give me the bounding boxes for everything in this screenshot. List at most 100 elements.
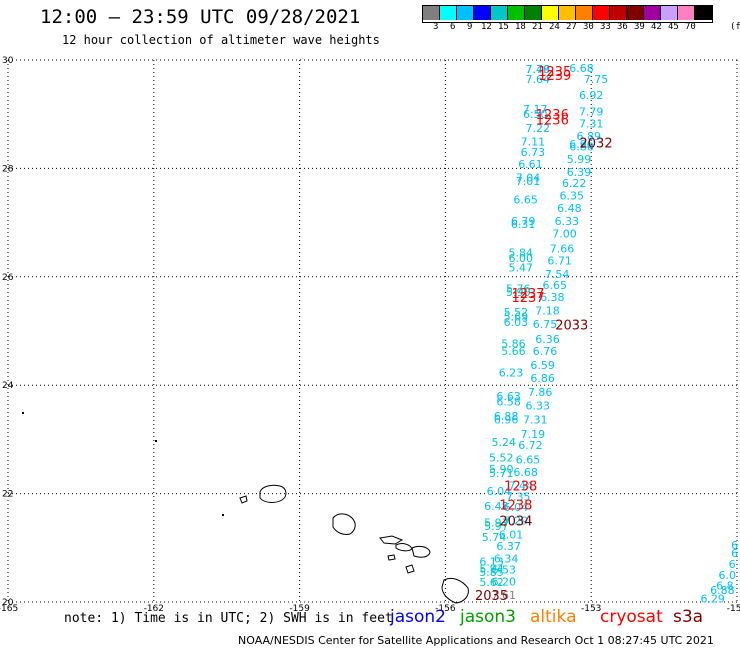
wave-height-value: 6.92 <box>579 89 604 102</box>
lat-tick-label: 26 <box>2 273 14 283</box>
wave-height-value: 6.73 <box>521 146 546 159</box>
island-outline <box>332 513 356 535</box>
wave-height-value: 6.86 <box>569 141 594 154</box>
wave-height-value: 6.48 <box>557 202 582 215</box>
wave-height-value: 6.23 <box>499 367 524 380</box>
legend-tick-label: 3 <box>433 22 439 32</box>
wave-height-value: 7.31 <box>523 413 548 426</box>
wave-height-value: 7.75 <box>584 73 609 86</box>
wave-height-value: 6.35 <box>560 190 585 203</box>
wave-height-value: 7.86 <box>528 386 553 399</box>
wave-height-value: 7.66 <box>550 243 575 256</box>
legend-swatch <box>559 6 576 20</box>
pass-time-label: 1237 <box>511 291 544 306</box>
legend-tick-label: 33 <box>600 22 611 32</box>
wave-height-value: 6.59 <box>530 359 555 372</box>
wave-height-value: 6.50 <box>523 108 548 121</box>
wave-height-value: 7.00 <box>552 227 577 240</box>
wave-height-value: 5.66 <box>501 345 526 358</box>
wave-height-value: 6.8 <box>716 580 734 593</box>
wave-height-value: 5.52 <box>504 306 529 319</box>
pass-time-label: 1235 <box>538 65 571 80</box>
wave-height-value: 6.88 <box>710 584 735 597</box>
wave-height-value: 6 <box>729 558 736 571</box>
legend-swatch <box>661 6 678 20</box>
wave-height-value: 7.44 <box>508 479 533 492</box>
islet-marker <box>155 440 157 442</box>
wave-height-value: 6.68 <box>569 62 594 75</box>
pass-time-label: 1237 <box>511 287 544 302</box>
legend-altika: altika <box>530 607 577 627</box>
pass-time-label: 2034 <box>499 515 532 530</box>
wave-height-value: 5.47 <box>508 262 533 275</box>
wave-height-value: 6.0 <box>719 569 737 582</box>
legend-tick-label: 9 <box>467 22 473 32</box>
wave-height-value: 7.22 <box>525 122 550 135</box>
wave-height-value: 6.13 <box>479 555 504 568</box>
wave-height-value: 5.90 <box>489 463 514 476</box>
lon-tick-label: -156 <box>435 604 456 614</box>
lat-tick-label: 28 <box>2 164 14 174</box>
wave-height-value: 7.46 <box>525 63 550 76</box>
wave-height-value: 6.36 <box>535 333 560 346</box>
legend-swatch <box>627 6 644 20</box>
wave-height-value: 6.37 <box>496 540 521 553</box>
legend-swatch <box>491 6 508 20</box>
pass-time-label: 1236 <box>536 108 569 123</box>
wave-height-value: 6.01 <box>499 528 524 541</box>
pass-time-label: 2032 <box>580 136 613 151</box>
wave-height-value: 7.35 <box>506 490 531 503</box>
wave-height-value: 6.22 <box>562 177 587 190</box>
wave-height-value: 6.89 <box>577 130 602 143</box>
wave-height-value: 6.03 <box>504 316 529 329</box>
wave-height-value: 6.29 <box>700 593 725 606</box>
legend-jason3: jason3 <box>460 607 516 627</box>
legend-swatch <box>508 6 525 20</box>
lat-tick-label: 22 <box>2 490 13 500</box>
wave-height-value: 6.39 <box>567 166 592 179</box>
wave-height-value: 5.69 <box>504 310 529 323</box>
wave-height-value: 6.65 <box>543 279 568 292</box>
island-outline <box>441 577 469 604</box>
legend-tick-label: 21 <box>532 22 543 32</box>
wave-height-value: 6.04 <box>504 501 529 514</box>
wave-height-value: 6.04 <box>487 485 512 498</box>
legend-tick-label: 36 <box>617 22 628 32</box>
wave-height-value: 6.61 <box>518 158 543 171</box>
legend-tick-label: 18 <box>515 22 526 32</box>
legend-swatch <box>695 6 712 20</box>
wave-height-value: 5.97 <box>484 520 509 533</box>
wave-height-value: 5.76 <box>506 283 531 296</box>
wave-height-value: 6.96 <box>494 413 519 426</box>
legend-swatch <box>678 6 695 20</box>
legend-tick-label: 70 <box>685 22 696 32</box>
wave-height-value: 5.86 <box>501 337 526 350</box>
legend-tick-label: 27 <box>566 22 577 32</box>
wave-height-value: 6.65 <box>513 193 538 206</box>
wave-height-value: 6.65 <box>516 453 541 466</box>
legend-tick-label: 42 <box>651 22 662 32</box>
wave-height-value: 6 <box>731 547 738 560</box>
lon-tick-label: -159 <box>289 604 310 614</box>
wave-height-value: 6.79 <box>511 215 536 228</box>
legend-swatch <box>610 6 627 20</box>
wave-height-value: 6.96 <box>569 138 594 151</box>
wave-height-value: 7.01 <box>516 175 541 188</box>
wave-height-value: 5.52 <box>489 451 514 464</box>
island-outline <box>395 543 413 552</box>
island-outline <box>259 484 287 503</box>
wave-height-value: 5.90 <box>506 286 531 299</box>
wave-height-value: 6.71 <box>547 255 572 268</box>
legend-tick-label: 6 <box>450 22 456 32</box>
legend-swatch <box>593 6 610 20</box>
wave-height-value: 5.62 <box>479 576 504 589</box>
page-subtitle: 12 hour collection of altimeter wave hei… <box>62 33 380 47</box>
lat-tick-label: 30 <box>2 56 14 66</box>
wave-height-value: 7.54 <box>545 268 570 281</box>
wave-height-value: 6.33 <box>525 399 550 412</box>
island-outline <box>411 545 431 558</box>
wave-height-value: 6.31 <box>511 218 536 231</box>
island-outline <box>405 564 415 574</box>
wave-height-value: 5.85 <box>479 566 504 579</box>
